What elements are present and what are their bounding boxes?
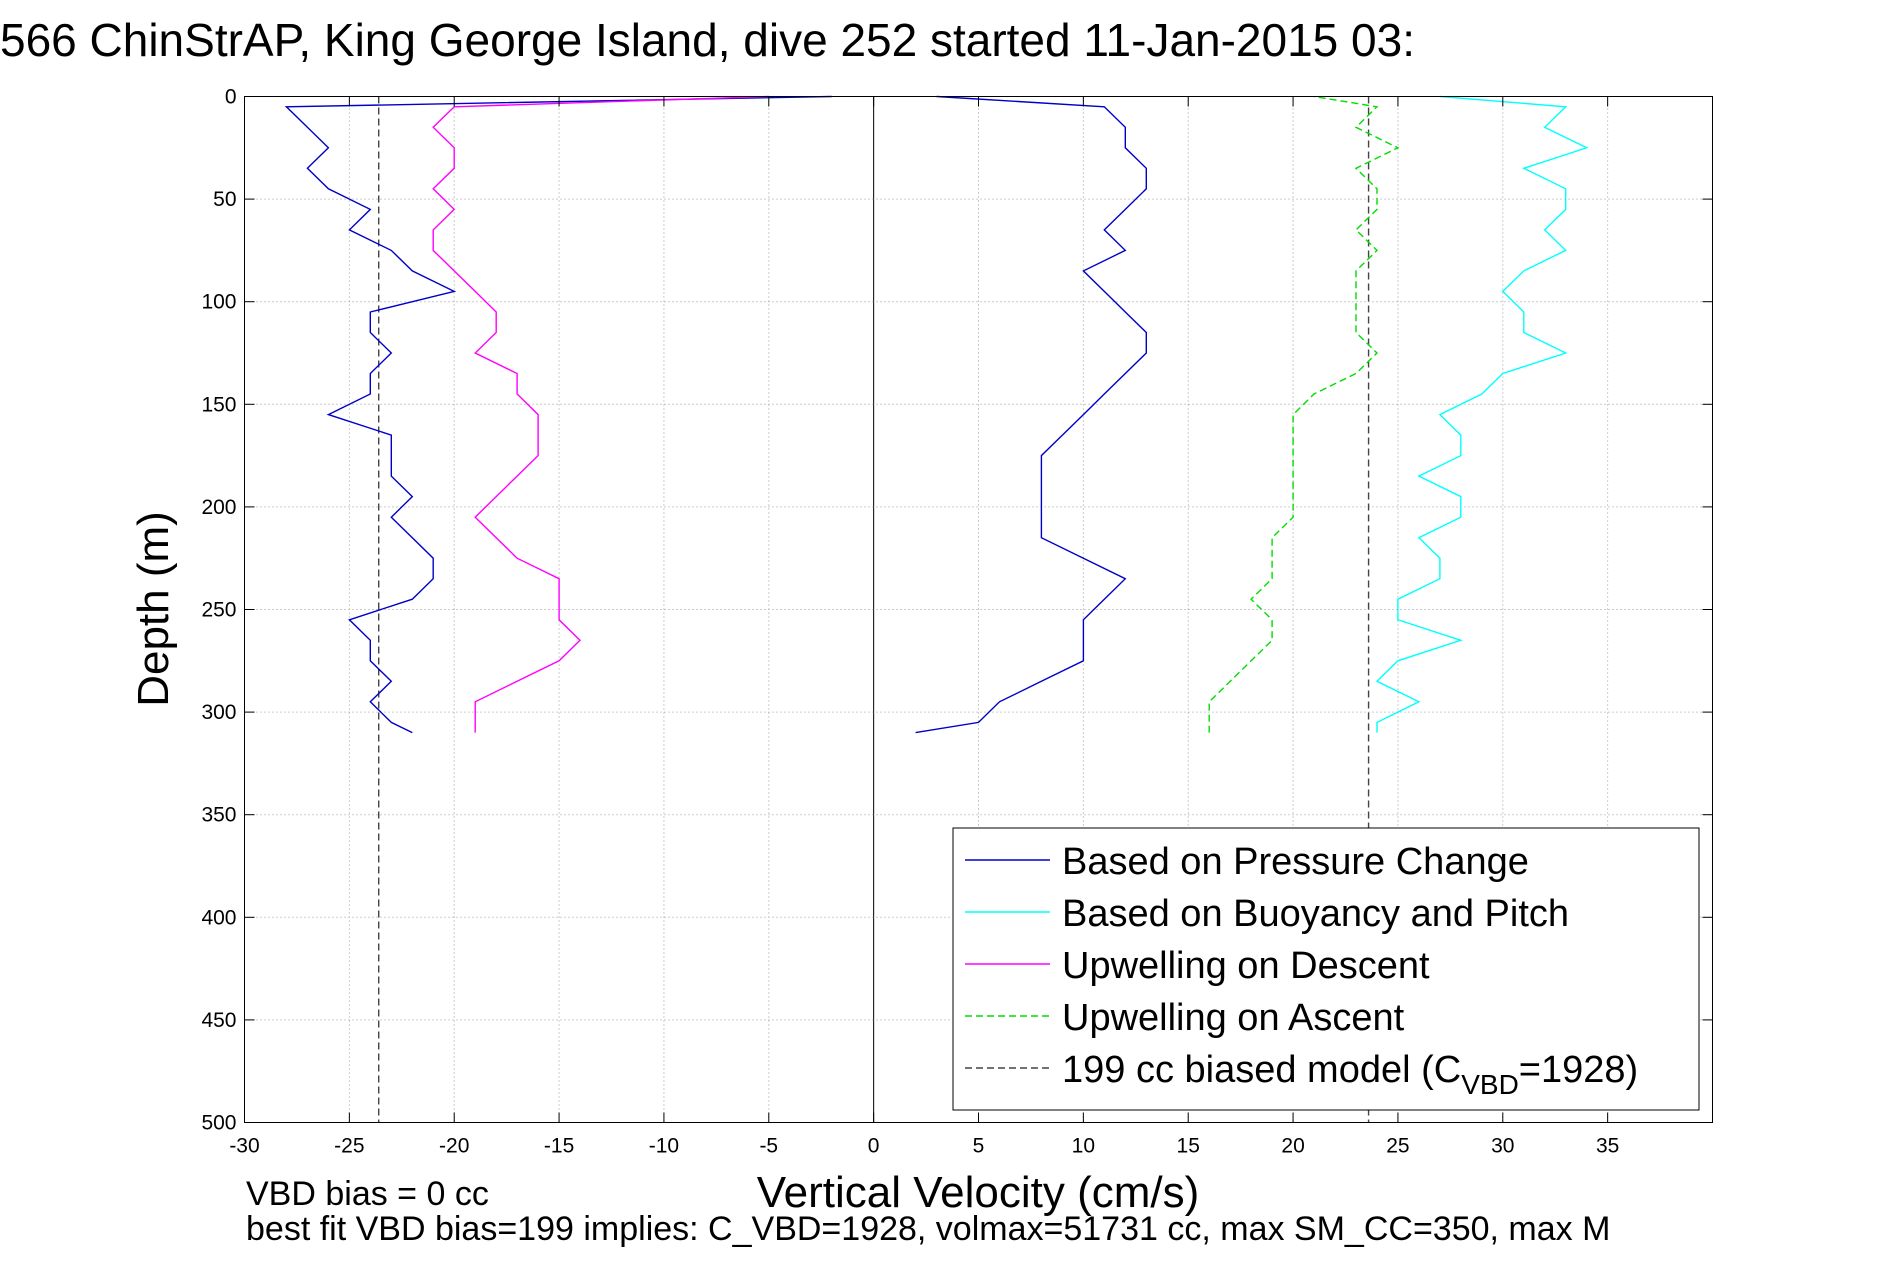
x-tick-label: -15 — [544, 1135, 574, 1158]
y-tick-label: 200 — [201, 496, 236, 519]
y-tick-label: 450 — [201, 1009, 236, 1032]
y-tick-label: 0 — [225, 86, 237, 109]
data-series — [284, 95, 1589, 734]
legend-label: Upwelling on Ascent — [1062, 997, 1405, 1039]
x-tick-label: 30 — [1491, 1135, 1514, 1158]
y-tick-label: 500 — [201, 1112, 236, 1135]
series-2-descent-line — [432, 95, 769, 733]
y-axis-label: Depth (m) — [129, 511, 178, 707]
legend-label: Based on Pressure Change — [1062, 841, 1529, 883]
footer-line-2: best fit VBD bias=199 implies: C_VBD=192… — [246, 1210, 1610, 1248]
x-tick-label: 10 — [1072, 1135, 1095, 1158]
x-tick-label: -30 — [229, 1135, 259, 1158]
x-tick-label: 35 — [1596, 1135, 1619, 1158]
x-tick-label: 25 — [1386, 1135, 1409, 1158]
y-tick-label: 100 — [201, 291, 236, 314]
chart-title: 566 ChinStrAP, King George Island, dive … — [0, 14, 1415, 66]
x-tick-label: -20 — [439, 1135, 469, 1158]
x-tick-label: -25 — [334, 1135, 364, 1158]
legend-label: Upwelling on Descent — [1062, 945, 1430, 987]
y-tick-label: 400 — [201, 906, 236, 929]
y-tick-label: 350 — [201, 804, 236, 827]
series-0-ascent-line — [915, 95, 1148, 734]
x-tick-label: 15 — [1177, 1135, 1200, 1158]
axis-ticks: -30 -25 -20 -15 -10 -5 0 5 10 15 20 25 30 35050100150… — [201, 86, 1713, 1158]
series-1-ascent-line — [1375, 95, 1589, 733]
y-tick-label: 250 — [201, 599, 236, 622]
y-tick-label: 50 — [213, 188, 236, 211]
y-tick-label: 300 — [201, 701, 236, 724]
x-tick-label: -5 — [759, 1135, 778, 1158]
x-tick-label: -10 — [649, 1135, 679, 1158]
x-tick-label: 0 — [868, 1135, 880, 1158]
footer-line-1: VBD bias = 0 cc — [246, 1175, 489, 1213]
legend-label: Based on Buoyancy and Pitch — [1062, 893, 1569, 935]
series-3-ascent-line — [1208, 95, 1400, 733]
y-tick-label: 150 — [201, 393, 236, 416]
legend-box — [952, 827, 1700, 1111]
legend-label-tail: =1928) — [1519, 1049, 1638, 1091]
series-0-descent-line — [284, 95, 832, 734]
x-tick-label: 5 — [973, 1135, 985, 1158]
x-tick-label: 20 — [1281, 1135, 1304, 1158]
legend: Based on Pressure Change Based on Buoyanc… — [952, 827, 1700, 1111]
x-axis-label: Vertical Velocity (cm/s) — [757, 1168, 1200, 1217]
legend-label-subscript: VBD — [1461, 1069, 1519, 1100]
